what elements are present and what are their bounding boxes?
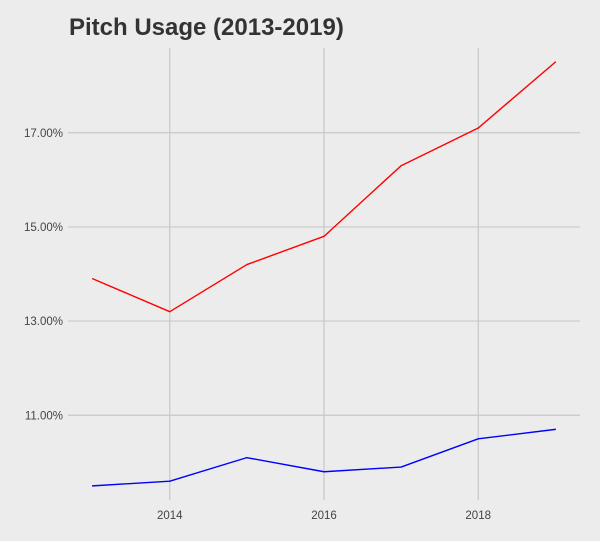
data-point [91, 485, 94, 487]
y-tick-label: 15.00% [24, 222, 63, 234]
data-point [246, 263, 248, 266]
data-point [169, 480, 171, 482]
y-tick-label: 13.00% [24, 316, 63, 328]
grid-layer [68, 48, 580, 500]
x-tick-label: 2014 [157, 510, 183, 522]
data-point [400, 165, 402, 167]
data-point [323, 235, 325, 238]
data-point [477, 438, 479, 440]
data-point [554, 61, 557, 63]
data-point [323, 471, 325, 473]
chart-title: Pitch Usage (2013-2019) [69, 14, 344, 41]
data-point [246, 456, 248, 459]
data-point [169, 310, 171, 313]
data-point [477, 127, 479, 129]
x-tick-label: 2016 [311, 510, 337, 522]
data-point [554, 428, 557, 431]
series-layer [91, 61, 557, 487]
y-tick-label: 17.00% [24, 128, 63, 140]
y-axis-ticks: 11.00% 13.00% 15.00% 17.00% [24, 128, 63, 423]
x-tick-label: 2018 [465, 510, 491, 522]
data-point [400, 466, 402, 468]
data-point [91, 278, 94, 280]
x-axis-ticks: 2014 2016 2018 [157, 510, 491, 522]
y-tick-label: 11.00% [25, 410, 63, 422]
